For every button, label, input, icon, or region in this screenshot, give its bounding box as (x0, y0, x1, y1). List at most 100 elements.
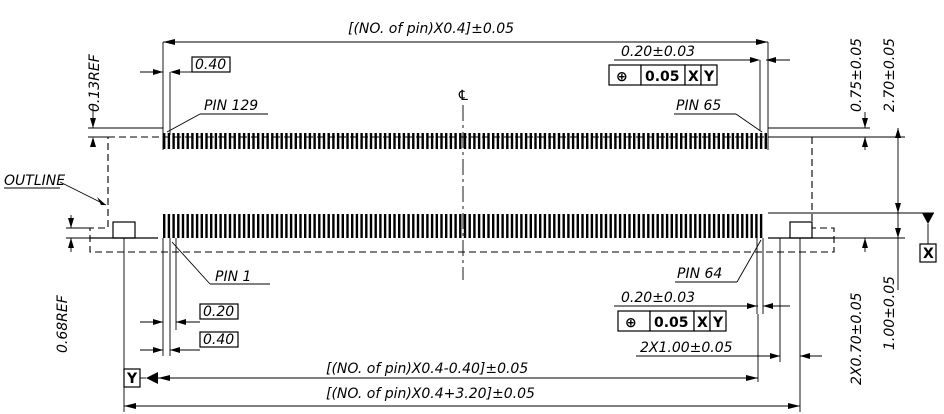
pin-row-bottom (163, 214, 763, 238)
pin (327, 214, 330, 238)
pin (355, 214, 359, 238)
pin (755, 133, 758, 149)
pin (374, 214, 377, 238)
pin (454, 214, 457, 238)
pin (600, 133, 603, 149)
ref-013-label: 0.13REF (87, 53, 103, 112)
pin (210, 214, 213, 238)
dim-pitch-top: 0.40 (140, 56, 231, 135)
pin (346, 214, 349, 238)
pin (416, 133, 420, 149)
pin (473, 133, 476, 149)
pin (675, 133, 678, 149)
pin (388, 133, 391, 149)
pin (703, 133, 706, 149)
pin (219, 214, 222, 238)
pin (698, 133, 702, 149)
pin (275, 133, 279, 149)
pin (233, 133, 236, 149)
outline-shape (59, 136, 835, 253)
pin (252, 214, 255, 238)
pin (299, 214, 302, 238)
pin (308, 133, 312, 149)
pin (510, 133, 514, 149)
tol-bottom-label: 0.20±0.03 (621, 290, 695, 306)
pin (586, 214, 589, 238)
pin (694, 214, 697, 238)
pin (257, 214, 260, 238)
pin (289, 133, 293, 149)
pin (360, 214, 363, 238)
ref-068-label: 0.68REF (55, 294, 71, 353)
pin (618, 214, 622, 238)
pin (426, 133, 429, 149)
pin (670, 214, 673, 238)
pin (445, 133, 448, 149)
pin (614, 133, 617, 149)
pin (318, 214, 321, 238)
pin (539, 133, 542, 149)
pin (618, 133, 622, 149)
pin (600, 214, 603, 238)
datum-x: X (838, 212, 937, 263)
dim-270-label: 2.70±0.05 (882, 38, 898, 112)
pin (233, 214, 236, 238)
pin (647, 133, 650, 149)
pin (689, 133, 692, 149)
pin (586, 133, 589, 149)
pin (374, 133, 377, 149)
pin (261, 133, 265, 149)
pin (717, 214, 720, 238)
pin (694, 133, 697, 149)
pin (402, 133, 406, 149)
pin (745, 133, 749, 149)
pin-labels: PIN 129 PIN 65 PIN 1 PIN 64 OUTLINE (4, 98, 763, 285)
pin (661, 214, 664, 238)
pin (562, 133, 565, 149)
pin (205, 214, 208, 238)
pin-64-label: PIN 64 (677, 266, 722, 282)
pin (557, 214, 561, 238)
pin (708, 214, 711, 238)
pin (642, 214, 645, 238)
dim-top-overall: [(NO. of pin)X0.4]±0.05 (162, 21, 769, 150)
pin (379, 214, 382, 238)
pin (595, 214, 598, 238)
pin (590, 214, 594, 238)
dim-100-label: 1.00±0.05 (882, 276, 898, 350)
pin (388, 214, 391, 238)
pin (623, 214, 626, 238)
pin (501, 214, 504, 238)
bottom-overall-1-label: [(NO. of pin)X0.4-0.40]±0.05 (326, 361, 528, 377)
pin (745, 214, 749, 238)
pin (238, 133, 241, 149)
pin (651, 214, 655, 238)
pin (637, 214, 641, 238)
pin (609, 214, 612, 238)
dim-2x070-label: 2X0.70±0.05 (849, 292, 865, 385)
pin (275, 214, 279, 238)
pin (741, 133, 744, 149)
pitch-top-label: 0.40 (195, 57, 226, 73)
pin (228, 133, 232, 149)
fcf-bottom: 0.20±0.03 ⊕ 0.05 X Y (614, 238, 790, 332)
pin (496, 133, 500, 149)
pin (172, 133, 175, 149)
pin (665, 133, 669, 149)
pin (304, 133, 307, 149)
pin (440, 133, 443, 149)
fcf-bottom-value: 0.05 (654, 315, 689, 331)
pitch-bottom-040-box (199, 331, 239, 348)
pin (543, 133, 547, 149)
pin (637, 133, 641, 149)
pin (167, 214, 171, 238)
pin (407, 214, 410, 238)
pin (257, 133, 260, 149)
pin (750, 214, 753, 238)
pin (553, 214, 556, 238)
pin (731, 214, 735, 238)
pin (529, 133, 532, 149)
pin (426, 214, 429, 238)
dim-right-vertical: 0.75±0.05 2.70±0.05 (768, 38, 905, 214)
pin (759, 214, 763, 238)
